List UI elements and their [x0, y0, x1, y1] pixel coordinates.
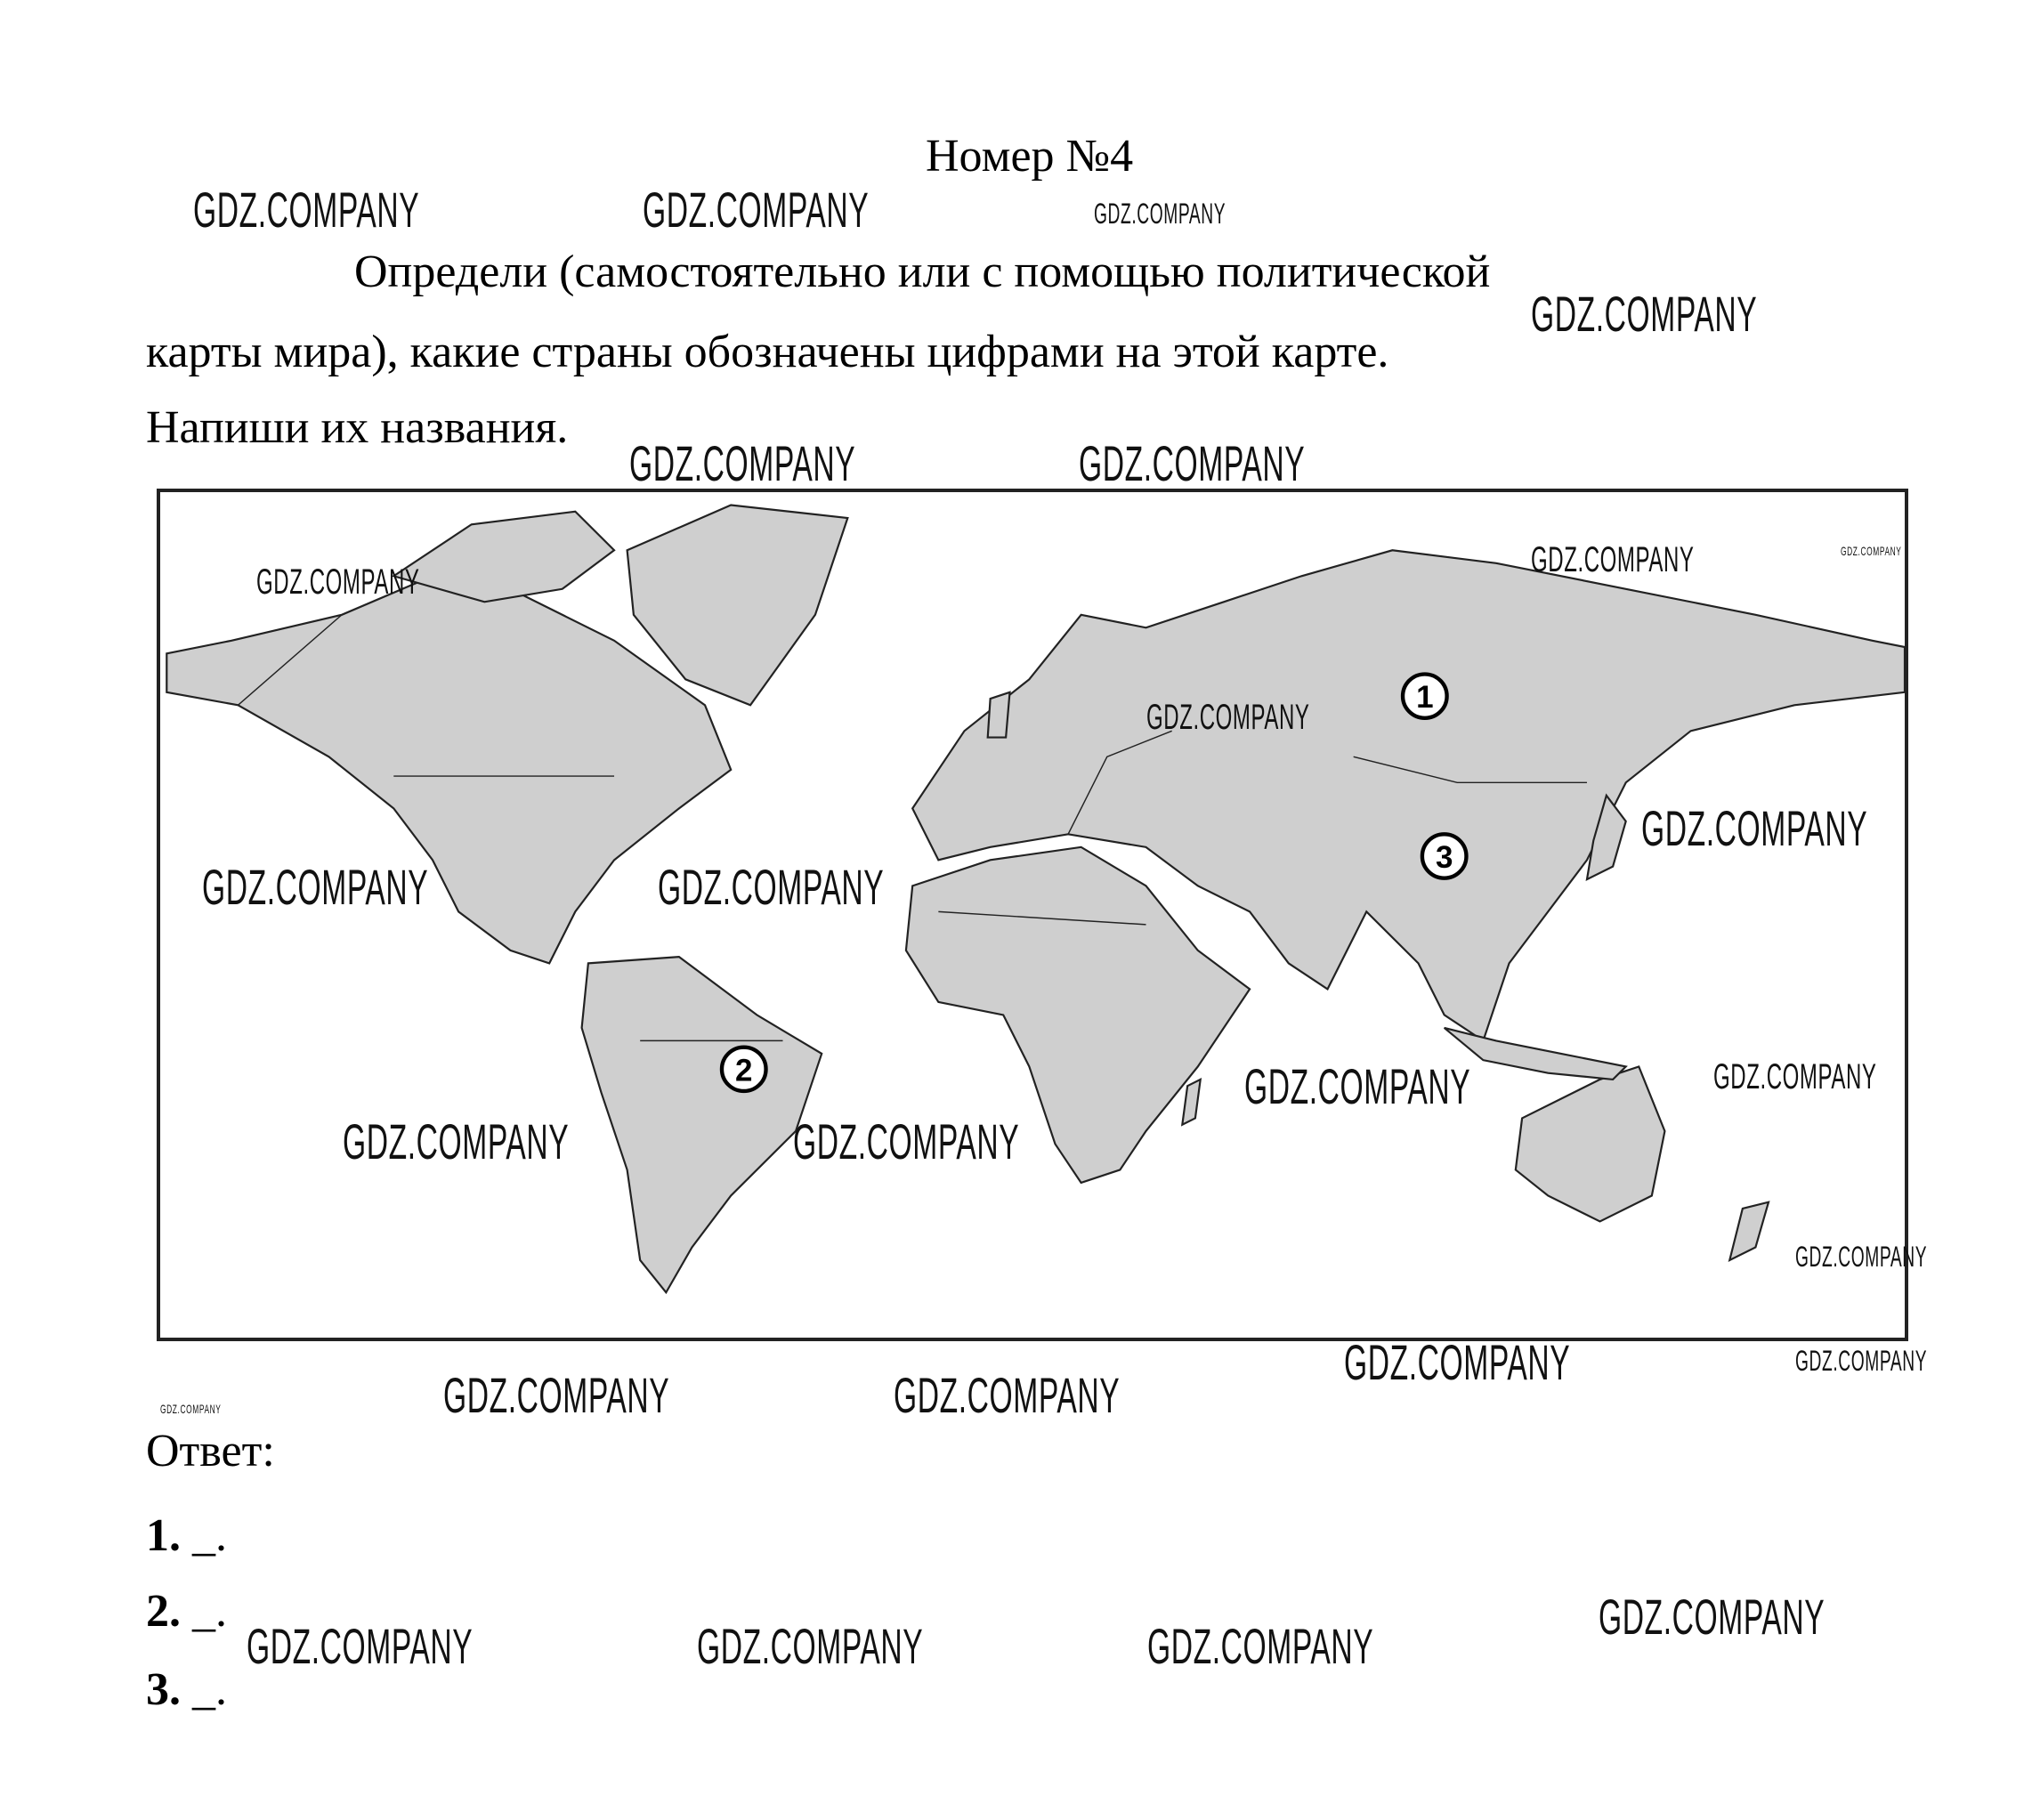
answer-number: 3. [146, 1664, 181, 1715]
south-america [580, 956, 823, 1295]
watermark: GDZ.COMPANY [1531, 286, 1758, 342]
answer-item-1: 1. _. [146, 1513, 227, 1559]
eurasia [911, 549, 1905, 1043]
answer-item-2: 2. _. [146, 1589, 227, 1635]
answer-blank: _. [192, 1510, 227, 1561]
watermark: GDZ.COMPANY [193, 182, 420, 238]
watermark: GDZ.COMPANY [658, 859, 885, 915]
watermark: GDZ.COMPANY [247, 1618, 474, 1674]
marker-3-label: 3 [1436, 840, 1453, 875]
marker-1-label: 1 [1416, 680, 1433, 715]
answer-blank: _. [192, 1664, 227, 1715]
watermark: GDZ.COMPANY [343, 1113, 570, 1169]
indonesia [1443, 1026, 1628, 1081]
watermark: GDZ.COMPANY [1599, 1589, 1826, 1645]
watermark: GDZ.COMPANY [1641, 800, 1868, 856]
watermark: GDZ.COMPANY [1795, 1241, 1928, 1273]
task-text-line-1: Определи (самостоятельно или с помощью п… [354, 247, 1491, 297]
watermark: GDZ.COMPANY [1713, 1057, 1877, 1096]
answer-item-3: 3. _. [146, 1667, 227, 1713]
country-borders [237, 614, 1587, 1042]
watermark: GDZ.COMPANY [1531, 540, 1695, 579]
page-title: Номер №4 [926, 131, 1134, 182]
watermark: GDZ.COMPANY [697, 1618, 924, 1674]
watermark: GDZ.COMPANY [1344, 1334, 1571, 1390]
answer-heading: Ответ: [146, 1426, 275, 1476]
world-map: 1 2 3 [157, 489, 1908, 1341]
task-text-line-3: Напиши их названия. [146, 402, 569, 453]
canadian-arctic-islands [391, 510, 616, 603]
watermark: GDZ.COMPANY [1244, 1058, 1471, 1114]
watermark: GDZ.COMPANY [443, 1367, 670, 1423]
marker-2: 2 [719, 1045, 768, 1094]
answer-blank: _. [192, 1586, 227, 1637]
marker-3: 3 [1420, 832, 1469, 880]
task-text-line-2: карты мира), какие страны обозначены циф… [146, 327, 1389, 377]
answer-number: 2. [146, 1586, 181, 1637]
watermark: GDZ.COMPANY [643, 182, 870, 238]
watermark: GDZ.COMPANY [160, 1402, 222, 1416]
watermark: GDZ.COMPANY [1841, 544, 1902, 558]
world-map-drawing: 1 2 3 [166, 504, 1905, 1295]
watermark: GDZ.COMPANY [1146, 698, 1310, 737]
watermark: GDZ.COMPANY [256, 562, 420, 602]
madagascar [1180, 1078, 1202, 1127]
watermark: GDZ.COMPANY [793, 1113, 1020, 1169]
new-zealand [1728, 1201, 1770, 1263]
greenland [626, 504, 849, 707]
marker-1: 1 [1400, 672, 1449, 720]
watermark: GDZ.COMPANY [629, 435, 856, 491]
watermark: GDZ.COMPANY [1795, 1345, 1928, 1377]
japan [1585, 793, 1627, 882]
watermark: GDZ.COMPANY [1079, 435, 1306, 491]
watermark: GDZ.COMPANY [202, 859, 429, 915]
answer-number: 1. [146, 1510, 181, 1561]
watermark: GDZ.COMPANY [894, 1367, 1121, 1423]
watermark: GDZ.COMPANY [1147, 1618, 1374, 1674]
uk [986, 691, 1011, 739]
watermark: GDZ.COMPANY [1094, 198, 1226, 230]
marker-2-label: 2 [735, 1053, 752, 1088]
africa [904, 845, 1251, 1185]
australia [1514, 1065, 1666, 1223]
